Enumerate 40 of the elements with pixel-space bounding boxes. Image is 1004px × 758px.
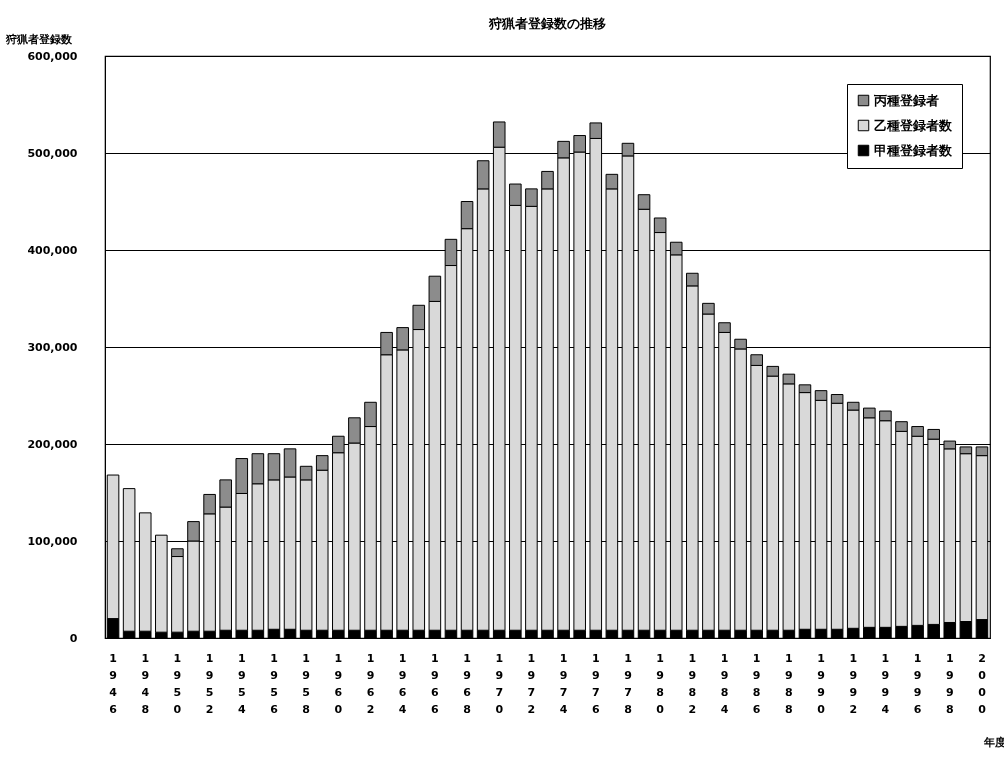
x-tick-label: 1970: [495, 651, 504, 716]
x-tick-label: 1994: [881, 651, 890, 716]
y-tick-label: 400,000: [27, 243, 78, 257]
x-tick-label: 1986: [752, 651, 761, 716]
y-tick-label: 0: [69, 631, 78, 645]
x-tick-label: 1978: [624, 651, 632, 716]
x-tick-label: 1976: [591, 651, 600, 716]
x-tick-label: 1960: [334, 651, 343, 716]
y-tick-label: 100,000: [27, 534, 78, 548]
legend-label: 乙種登録者数: [874, 117, 953, 133]
x-tick-label: 1946: [109, 651, 118, 716]
legend-label: 甲種登録者数: [874, 142, 953, 158]
x-tick-label: 1958: [302, 651, 310, 716]
x-tick-label: 1998: [945, 651, 954, 716]
x-tick-label: 1948: [141, 651, 150, 716]
x-tick-label: 1952: [205, 651, 214, 716]
x-tick-label: 1988: [785, 651, 793, 716]
y-tick-label: 300,000: [27, 340, 78, 354]
x-tick-label: 1996: [913, 651, 922, 716]
y-tick-label: 200,000: [27, 437, 78, 451]
y-axis-title: 狩猟者登録数: [4, 32, 73, 46]
x-tick-label: 1962: [366, 651, 375, 716]
x-tick-label: 1956: [270, 651, 279, 716]
x-tick-label: 1950: [173, 651, 182, 716]
x-tick-label: 1964: [398, 651, 407, 716]
chart-title: 狩猟者登録数の推移: [488, 16, 606, 31]
x-tick-label: 1966: [431, 651, 440, 716]
x-tick-label: 1990: [817, 651, 826, 716]
x-tick-label: 1984: [720, 651, 729, 716]
x-tick-label: 1972: [527, 651, 536, 716]
x-tick-label: 1954: [237, 651, 246, 716]
y-tick-label: 600,000: [27, 49, 78, 63]
x-tick-label: 1974: [559, 651, 568, 716]
x-tick-label: 1980: [656, 651, 665, 716]
x-tick-label: 1992: [849, 651, 858, 716]
x-tick-label: 1982: [688, 651, 697, 716]
x-tick-label: 2000: [978, 651, 987, 716]
legend-label: 丙種登録者: [873, 92, 939, 108]
y-tick-label: 500,000: [27, 146, 78, 160]
x-tick-label: 1968: [463, 651, 472, 716]
